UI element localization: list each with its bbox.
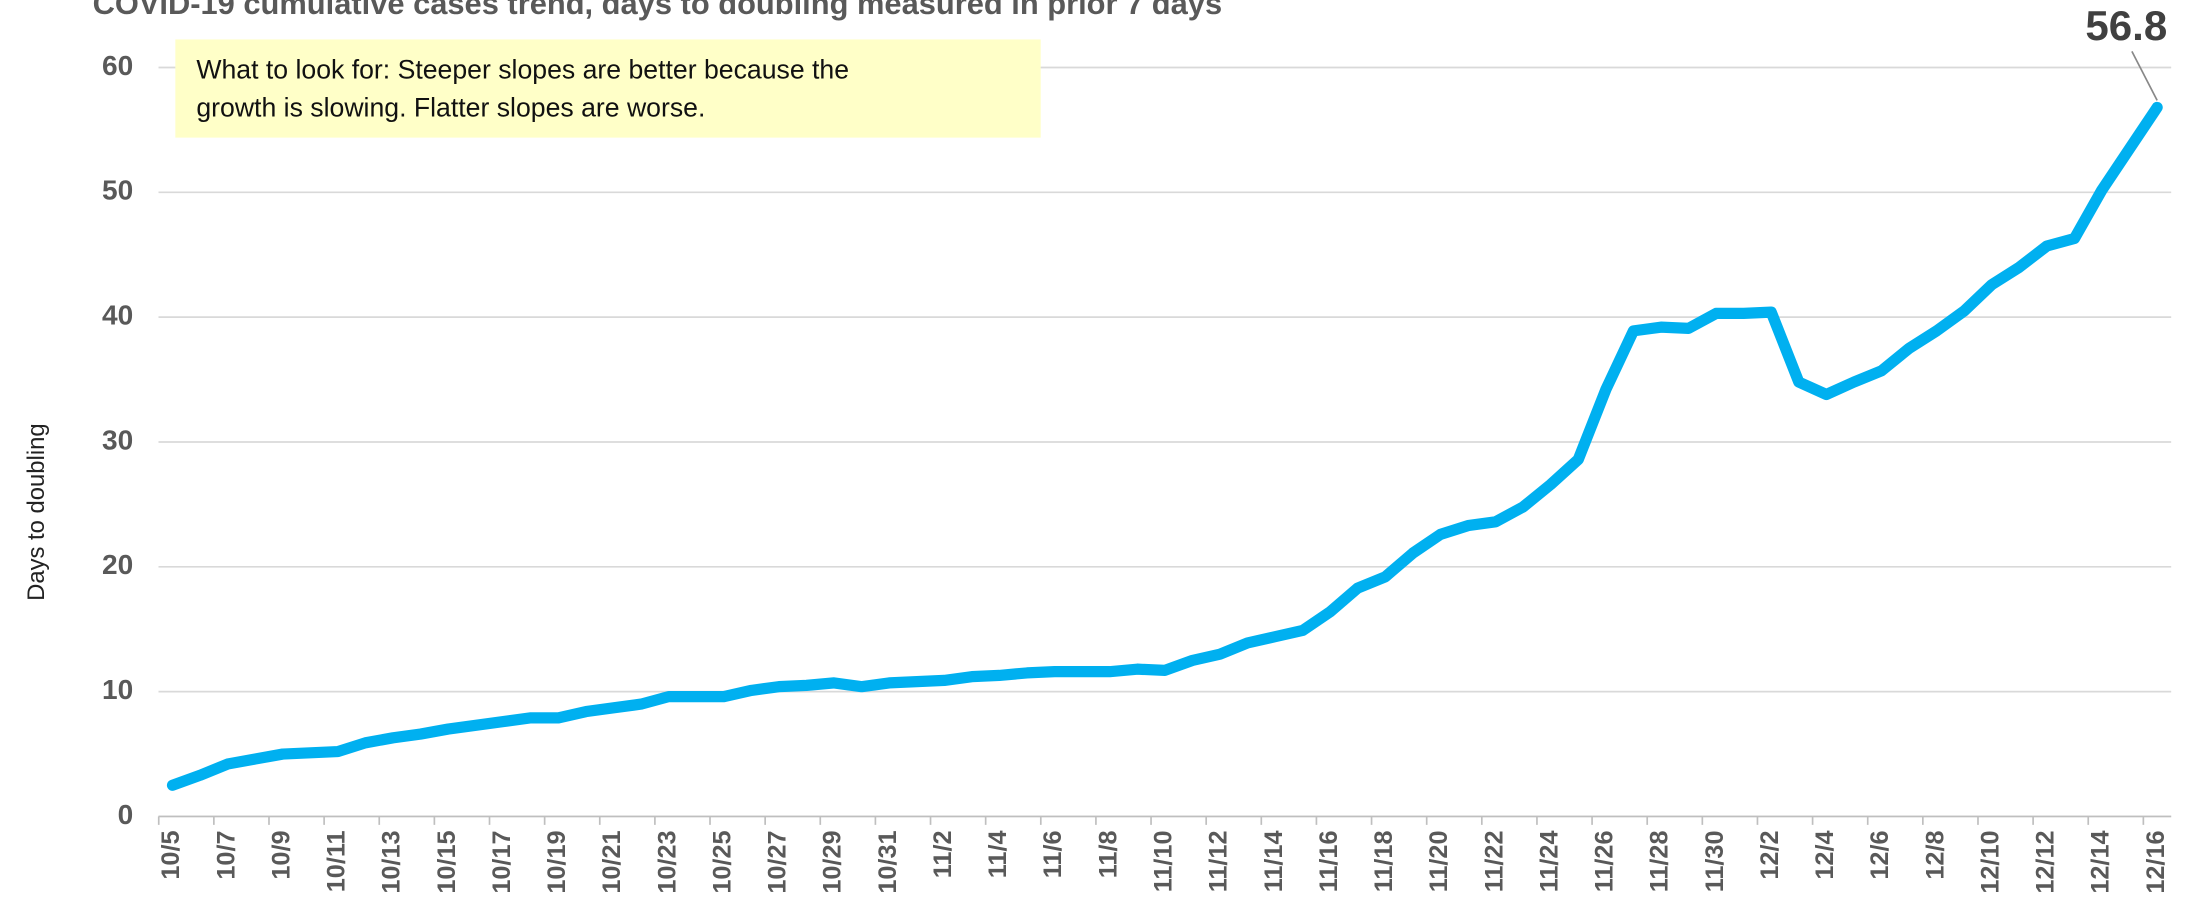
- y-tick-label: 20: [102, 549, 133, 580]
- x-tick-label: 10/13: [378, 830, 406, 893]
- annotation-line: growth is slowing. Flatter slopes are wo…: [196, 93, 705, 123]
- x-tick-label: 12/6: [1866, 830, 1894, 879]
- x-tick-label: 10/7: [212, 830, 240, 879]
- x-tick-label: 10/31: [874, 830, 902, 893]
- x-tick-label: 10/19: [543, 830, 571, 893]
- x-tick-label: 12/4: [1811, 830, 1839, 879]
- y-tick-label: 50: [102, 175, 133, 206]
- x-tick-label: 11/4: [984, 830, 1012, 878]
- x-tick-label: 11/24: [1535, 830, 1563, 892]
- x-tick-label: 11/26: [1591, 830, 1619, 892]
- x-tick-label: 11/18: [1370, 830, 1398, 892]
- x-tick-label: 11/8: [1094, 830, 1122, 878]
- x-tick-label: 11/20: [1425, 830, 1453, 892]
- y-tick-label: 40: [102, 300, 133, 331]
- x-tick-label: 10/27: [764, 830, 792, 893]
- y-axis-label: Days to doubling: [23, 423, 50, 601]
- x-tick-label: 11/2: [929, 830, 957, 878]
- x-tick-label: 10/21: [598, 830, 626, 893]
- x-tick-label: 11/10: [1150, 830, 1178, 892]
- x-tick-label: 12/2: [1756, 830, 1784, 879]
- x-tick-label: 11/16: [1315, 830, 1343, 892]
- x-tick-label: 11/30: [1701, 830, 1729, 892]
- annotation-box: [175, 39, 1041, 138]
- x-tick-label: 10/29: [819, 830, 847, 893]
- y-tick-label: 0: [118, 799, 134, 830]
- x-tick-label: 10/9: [267, 830, 295, 879]
- x-tick-label: 12/12: [2032, 830, 2060, 893]
- x-tick-label: 10/23: [653, 830, 681, 893]
- annotation-line: What to look for: Steeper slopes are bet…: [196, 55, 849, 85]
- x-tick-label: 11/28: [1646, 830, 1674, 892]
- x-tick-label: 12/10: [1976, 830, 2004, 893]
- x-tick-label: 11/6: [1039, 830, 1067, 878]
- y-tick-label: 60: [102, 50, 133, 81]
- x-tick-label: 10/11: [323, 830, 351, 892]
- x-tick-label: 11/12: [1205, 830, 1233, 892]
- chart-title: COVID-19 cumulative cases trend, days to…: [93, 0, 1223, 21]
- x-tick-label: 11/22: [1480, 830, 1508, 892]
- x-tick-label: 10/25: [708, 830, 736, 893]
- x-tick-label: 12/8: [1921, 830, 1949, 879]
- x-tick-label: 12/14: [2087, 830, 2115, 893]
- x-tick-label: 10/15: [433, 830, 461, 893]
- x-tick-label: 10/5: [157, 830, 185, 879]
- data-line: [166, 101, 2163, 791]
- y-tick-label: 10: [102, 674, 133, 705]
- y-tick-label: 30: [102, 424, 133, 455]
- x-tick-label: 10/17: [488, 830, 516, 893]
- x-tick-label: 11/14: [1260, 830, 1288, 892]
- leader-line: [2131, 50, 2158, 101]
- x-tick-label: 12/16: [2142, 830, 2170, 893]
- data-label: 56.8: [2085, 2, 2167, 49]
